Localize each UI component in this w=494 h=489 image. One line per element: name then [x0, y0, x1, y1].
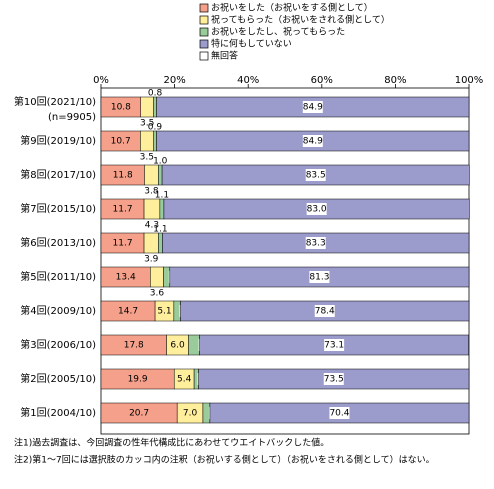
data-label: 83.3: [306, 239, 326, 249]
data-label: 81.3: [309, 273, 329, 283]
label-box: [329, 407, 350, 419]
data-label: 3.5: [140, 153, 154, 163]
data-label: 83.0: [307, 205, 327, 215]
data-label: 20.7: [129, 409, 149, 419]
bar-segment: [140, 130, 154, 152]
bar-segment: [153, 96, 157, 118]
category-label: 第7回(2015/10): [20, 202, 96, 215]
data-label: 1.1: [155, 191, 169, 201]
category-label: 第9回(2019/10): [20, 134, 96, 147]
legend-label: お祝いをした（お祝いをする側として）: [211, 2, 373, 14]
data-label: 5.1: [157, 307, 171, 317]
x-tick-label: 20%: [163, 75, 185, 86]
x-tick-label: 100%: [455, 75, 484, 86]
legend-label: 無回答: [211, 50, 238, 62]
data-label: 83.5: [306, 171, 326, 181]
label-box: [323, 373, 344, 385]
x-tick-label: 40%: [237, 75, 259, 86]
legend-label: お祝いをしたし、祝ってもらった: [211, 26, 345, 38]
data-label: 0.8: [148, 89, 163, 99]
label-box: [324, 339, 345, 351]
legend-label: 特に何もしていない: [211, 38, 292, 50]
data-label: 7.0: [183, 409, 198, 419]
label-box: [306, 203, 327, 215]
data-label: 70.4: [329, 409, 349, 419]
data-label: 11.8: [113, 171, 133, 181]
bar-segment: [158, 232, 163, 254]
label-box: [302, 101, 323, 113]
category-label: 第2回(2005/10): [20, 372, 96, 385]
data-label: 11.7: [113, 239, 133, 249]
x-tick-label: 80%: [384, 75, 406, 86]
data-label: 14.7: [118, 307, 138, 317]
category-label: 第10回(2021/10): [14, 95, 96, 108]
data-label: 3.9: [144, 255, 159, 265]
bar-segment: [158, 164, 163, 186]
bar-segment: [188, 334, 200, 356]
data-label: 11.7: [113, 205, 133, 215]
category-label: 第3回(2006/10): [20, 338, 96, 351]
category-label: 第4回(2009/10): [20, 304, 96, 317]
data-label: 13.4: [116, 273, 136, 283]
category-label: 第5回(2011/10): [20, 270, 96, 283]
data-label: 78.4: [315, 307, 335, 317]
legend-swatch: [199, 39, 209, 49]
bar-segment: [143, 232, 159, 254]
data-label: 3.5: [140, 119, 154, 129]
x-tick-label: 60%: [311, 75, 333, 86]
category-label: 第6回(2013/10): [20, 236, 96, 249]
data-label: 84.9: [303, 137, 323, 147]
category-label: 第8回(2017/10): [20, 168, 96, 181]
bar-segment: [144, 164, 159, 186]
data-label: 17.8: [124, 341, 144, 351]
legend-swatch: [199, 3, 209, 13]
data-label: 5.4: [177, 375, 192, 385]
x-tick-label: 0%: [93, 75, 109, 86]
data-label: 1.1: [153, 225, 167, 235]
data-label: 10.7: [111, 137, 131, 147]
data-label: 4.3: [145, 221, 159, 231]
label-box: [305, 237, 326, 249]
label-box: [305, 169, 326, 181]
legend-swatch: [199, 27, 209, 37]
label-box: [302, 135, 323, 147]
data-label: 84.9: [303, 103, 323, 113]
bar-segment: [153, 130, 157, 152]
data-label: 1.0: [153, 157, 168, 167]
bar-segment: [202, 402, 211, 424]
category-label: 第1回(2004/10): [20, 406, 96, 419]
data-label: 10.8: [111, 103, 131, 113]
note: 注1)過去調査は、今回調査の性年代構成比にあわせてウエイトバックした値。: [14, 437, 329, 449]
legend-swatch: [199, 51, 209, 61]
data-label: 3.8: [144, 187, 159, 197]
data-label: 73.5: [324, 375, 344, 385]
legend-label: 祝ってもらった（お祝いをされる側として）: [211, 14, 390, 26]
data-label: 19.9: [128, 375, 148, 385]
data-label: 73.1: [324, 341, 344, 351]
bar-segment: [159, 198, 165, 220]
note: 注2)第1～7回には選択肢のカッコ内の注釈（お祝いする側として）（お祝いをされる…: [14, 454, 435, 466]
sample-note: (n=9905): [48, 112, 96, 123]
bar-segment: [140, 96, 154, 118]
data-label: 3.6: [150, 289, 165, 299]
data-label: 6.0: [170, 341, 185, 351]
bar-segment: [150, 266, 164, 288]
legend-swatch: [199, 15, 209, 25]
label-box: [309, 271, 330, 283]
plot-frame: [100, 87, 470, 435]
bar-segment: [143, 198, 161, 220]
label-box: [314, 305, 335, 317]
data-label: 0.9: [148, 123, 163, 133]
